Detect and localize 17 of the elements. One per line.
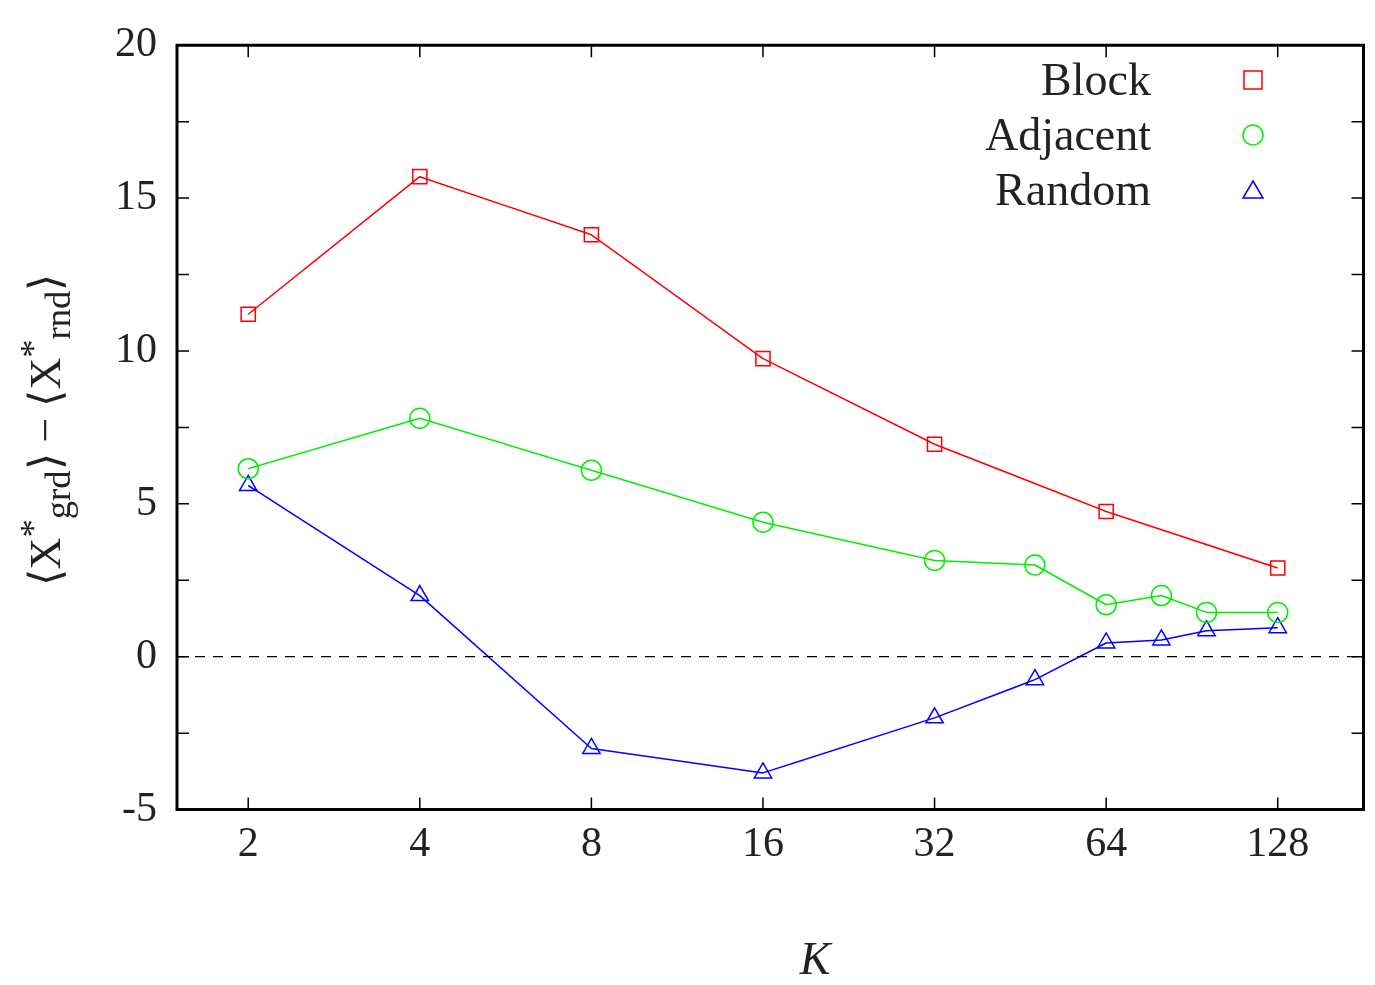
y-tick-label: 5 [136,477,157,524]
x-tick-label: 128 [1246,818,1310,865]
x-tick-label: 2 [237,818,259,865]
x-tick-label: 4 [409,818,431,865]
y-tick-label: 0 [136,630,157,677]
x-tick-label: 8 [580,818,602,865]
legend-label: Block [1041,53,1151,106]
y-tick-label: 20 [115,19,157,66]
x-tick-label: 64 [1085,818,1128,865]
x-tick-label: 32 [913,818,956,865]
legend-label: Random [995,163,1151,216]
legend-label: Adjacent [984,108,1151,161]
y-tick-label: 15 [115,172,157,219]
x-tick-label: 16 [741,818,784,865]
y-tick-label: -5 [122,783,157,830]
x-axis-title: K [799,932,831,985]
y-tick-label: 10 [115,324,157,371]
